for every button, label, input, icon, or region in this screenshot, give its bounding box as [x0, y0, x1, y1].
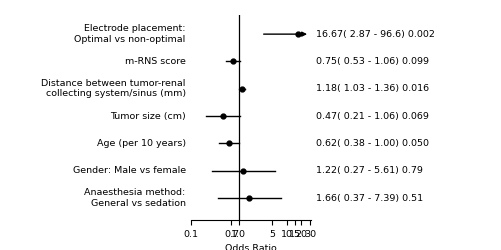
- Text: 1.18( 1.03 - 1.36) 0.016: 1.18( 1.03 - 1.36) 0.016: [316, 84, 428, 93]
- Text: 0.47( 0.21 - 1.06) 0.069: 0.47( 0.21 - 1.06) 0.069: [316, 112, 428, 121]
- Text: m-RNS score: m-RNS score: [125, 57, 185, 66]
- Text: 0.75( 0.53 - 1.06) 0.099: 0.75( 0.53 - 1.06) 0.099: [316, 57, 428, 66]
- X-axis label: Odds Ratio: Odds Ratio: [224, 244, 277, 250]
- Text: 1.66( 0.37 - 7.39) 0.51: 1.66( 0.37 - 7.39) 0.51: [316, 194, 422, 203]
- Text: Age (per 10 years): Age (per 10 years): [96, 139, 185, 148]
- Text: Gender: Male vs female: Gender: Male vs female: [73, 166, 185, 175]
- Text: 0.62( 0.38 - 1.00) 0.050: 0.62( 0.38 - 1.00) 0.050: [316, 139, 428, 148]
- Text: Tumor size (cm): Tumor size (cm): [110, 112, 185, 121]
- Text: Distance between tumor-renal
collecting system/sinus (mm): Distance between tumor-renal collecting …: [41, 79, 185, 98]
- Text: 16.67( 2.87 - 96.6) 0.002: 16.67( 2.87 - 96.6) 0.002: [316, 30, 434, 39]
- Text: 1.22( 0.27 - 5.61) 0.79: 1.22( 0.27 - 5.61) 0.79: [316, 166, 422, 175]
- Text: Electrode placement:
Optimal vs non-optimal: Electrode placement: Optimal vs non-opti…: [74, 24, 185, 44]
- Text: Anaesthesia method:
General vs sedation: Anaesthesia method: General vs sedation: [84, 188, 185, 208]
